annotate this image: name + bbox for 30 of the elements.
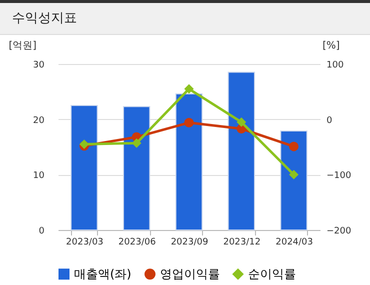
- x-tick-label: 2024/03: [276, 238, 313, 248]
- y2-tick-label: −200: [326, 226, 352, 236]
- x-tick-label: 2023/03: [66, 238, 104, 248]
- bar: [280, 130, 308, 230]
- point: [289, 170, 299, 180]
- bar: [70, 105, 98, 230]
- legend-label: 영업이익률: [160, 267, 220, 282]
- chart-title: 수익성지표: [0, 0, 370, 35]
- y-tick-label: 10: [33, 171, 45, 182]
- y-axis-title: [억원]: [8, 40, 37, 52]
- point: [289, 142, 299, 152]
- point: [184, 118, 194, 128]
- x-tick-label: 2023/06: [118, 238, 156, 248]
- y2-axis-title: [%]: [322, 40, 340, 52]
- legend-label: 순이익률: [248, 267, 296, 282]
- y2-tick-label: −100: [326, 171, 352, 182]
- point: [236, 117, 246, 127]
- bar: [228, 72, 255, 230]
- y2-tick-label: 0: [326, 116, 332, 126]
- point: [132, 138, 142, 148]
- point: [184, 84, 194, 94]
- y-tick-label: 30: [33, 60, 45, 70]
- bar: [175, 93, 203, 230]
- x-tick-label: 2023/09: [170, 238, 208, 248]
- x-tick-label: 2023/12: [223, 238, 261, 248]
- legend-label: 매출액(좌): [74, 267, 132, 282]
- y2-tick-label: 100: [326, 60, 344, 70]
- y-tick-label: 20: [33, 116, 45, 126]
- y-tick-label: 0: [38, 226, 45, 236]
- bar: [123, 106, 150, 230]
